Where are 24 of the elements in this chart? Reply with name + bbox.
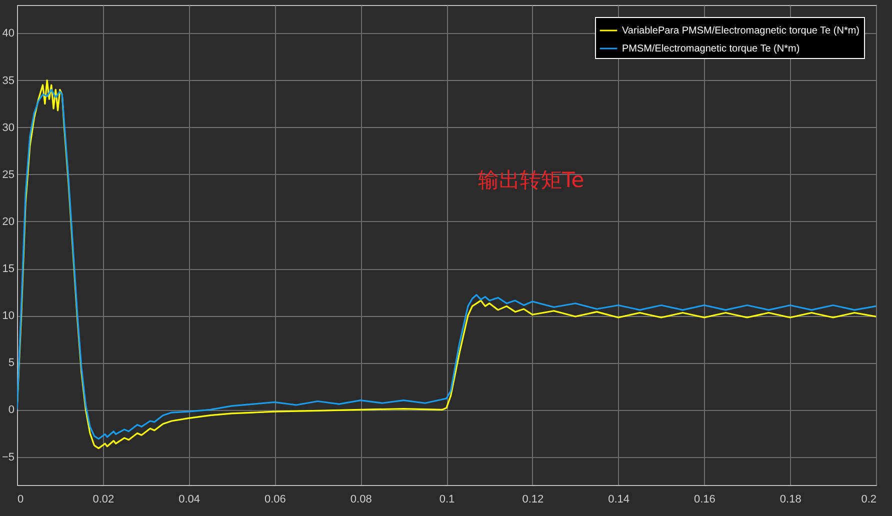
legend-label: VariablePara PMSM/Electromagnetic torque Te (N*m)	[622, 26, 860, 36]
y-tick-label: 30	[2, 122, 14, 134]
x-tick-label: 0.04	[178, 494, 200, 506]
y-tick-label: 25	[2, 168, 14, 181]
legend-label: PMSM/Electromagnetic torque Te (N*m)	[622, 44, 800, 54]
x-tick-label: 0.02	[92, 494, 114, 506]
y-tick-label: 35	[2, 74, 14, 87]
annotation: 输出转矩Te	[478, 168, 584, 192]
x-tick-label: 0.2	[861, 494, 876, 506]
x-tick-label: 0.18	[780, 494, 802, 506]
y-tick-label: 40	[2, 28, 14, 40]
x-tick-label: 0.1	[439, 494, 455, 506]
x-tick-label: 0.06	[264, 494, 286, 506]
x-tick-label: 0.16	[694, 494, 716, 506]
y-tick-label: −5	[2, 451, 14, 464]
y-tick-label: 0	[8, 404, 14, 416]
y-tick-label: 20	[2, 216, 14, 228]
y-tick-label: 10	[2, 310, 14, 322]
x-tick-label: 0.14	[608, 494, 630, 506]
x-tick-label: 0.12	[522, 494, 544, 506]
x-tick-label: 0.08	[350, 494, 372, 506]
y-tick-label: 5	[8, 357, 14, 370]
x-tick-label: 0	[18, 494, 24, 506]
y-tick-label: 15	[2, 263, 14, 276]
